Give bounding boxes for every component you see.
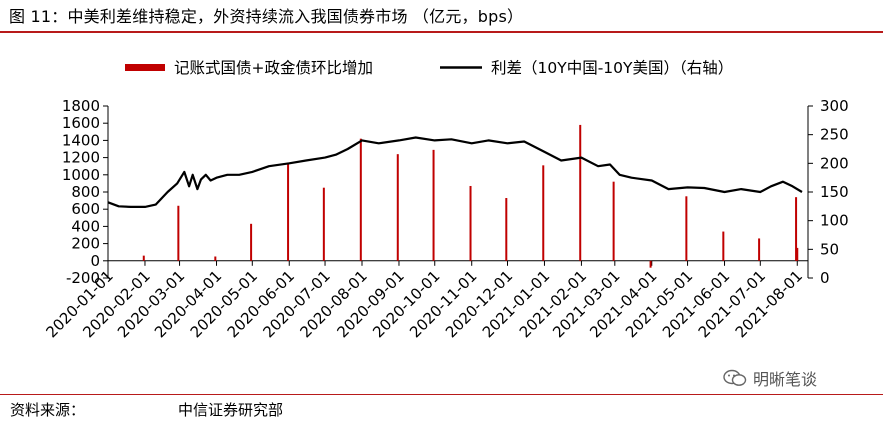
bar bbox=[469, 185, 472, 261]
source-value: 中信证券研究部 bbox=[178, 401, 284, 419]
bar bbox=[505, 198, 508, 261]
bar bbox=[142, 255, 145, 261]
source-label: 资料来源： bbox=[10, 401, 86, 419]
chart-title-text: 图 11：中美利差维持稳定，外资持续流入我国债券市场 （亿元，bps） bbox=[9, 7, 524, 26]
bar bbox=[396, 154, 399, 261]
bar bbox=[322, 187, 325, 261]
right-axis-tick-label: 0 bbox=[820, 269, 830, 287]
axes: -200020040060080010001200140016001800050… bbox=[42, 97, 848, 341]
legend-bar-label: 记账式国债+政金债环比增加 bbox=[174, 59, 373, 77]
line-series bbox=[107, 136, 803, 208]
left-axis-tick-label: 600 bbox=[71, 200, 100, 218]
chart-area: 记账式国债+政金债环比增加 利差（10Y中国-10Y美国）（右轴） -20002… bbox=[42, 59, 848, 341]
left-axis-tick-label: -200 bbox=[66, 269, 100, 287]
bar bbox=[177, 205, 180, 261]
left-axis-tick-label: 1000 bbox=[62, 166, 100, 184]
bar bbox=[612, 181, 615, 261]
bar bbox=[649, 260, 652, 268]
right-axis-tick-label: 300 bbox=[820, 97, 849, 115]
bar bbox=[359, 138, 362, 261]
right-axis-tick-label: 200 bbox=[820, 154, 849, 172]
chart-title: 图 11：中美利差维持稳定，外资持续流入我国债券市场 （亿元，bps） bbox=[0, 0, 883, 30]
left-axis-tick-label: 1600 bbox=[62, 114, 100, 132]
bar-series bbox=[142, 124, 799, 268]
bar bbox=[214, 256, 217, 261]
bar bbox=[432, 149, 435, 261]
wechat-icon bbox=[723, 369, 747, 386]
legend-bar-swatch bbox=[125, 64, 165, 71]
right-axis-tick-label: 100 bbox=[820, 212, 849, 230]
chart-legend: 记账式国债+政金债环比增加 利差（10Y中国-10Y美国）（右轴） bbox=[125, 59, 733, 77]
left-axis-tick-label: 200 bbox=[71, 235, 100, 253]
left-axis-tick-label: 1800 bbox=[62, 97, 100, 115]
bar bbox=[287, 162, 290, 261]
bar bbox=[758, 238, 761, 261]
watermark: 明晰笔谈 bbox=[723, 366, 817, 390]
left-axis-tick-label: 400 bbox=[71, 217, 100, 235]
watermark-text: 明晰笔谈 bbox=[753, 370, 818, 389]
right-axis-tick-label: 150 bbox=[820, 183, 849, 201]
bar bbox=[542, 165, 545, 261]
legend-line-label: 利差（10Y中国-10Y美国）（右轴） bbox=[491, 59, 733, 77]
bar bbox=[722, 231, 725, 261]
right-axis-tick-label: 250 bbox=[820, 126, 849, 144]
left-axis-tick-label: 0 bbox=[90, 252, 100, 270]
source-note: 资料来源： 中信证券研究部 bbox=[10, 399, 283, 420]
bar bbox=[250, 223, 253, 261]
top-rule bbox=[0, 31, 883, 33]
bar bbox=[796, 247, 799, 261]
bottom-rule bbox=[0, 394, 883, 395]
bar bbox=[795, 197, 798, 261]
bar bbox=[685, 196, 688, 261]
spread-line bbox=[107, 136, 803, 208]
left-axis-tick-label: 800 bbox=[71, 183, 100, 201]
right-axis-tick-label: 50 bbox=[820, 240, 839, 258]
left-axis-tick-label: 1200 bbox=[62, 149, 100, 167]
bar bbox=[579, 124, 582, 261]
left-axis-tick-label: 1400 bbox=[62, 131, 100, 149]
